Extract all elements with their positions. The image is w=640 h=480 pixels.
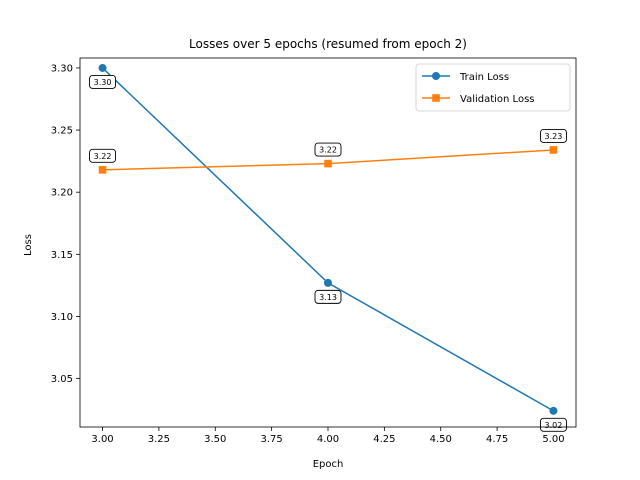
data-label: 3.22 [94,152,112,161]
legend-box [415,63,571,112]
legend-marker [432,94,440,102]
series-validation-loss: 3.22 3.22 3.23 [89,128,567,174]
data-label: 3.22 [319,146,337,155]
legend: Train Loss Validation Loss [415,63,571,112]
plot-area: 3.00 3.25 3.50 3.75 4.00 4.25 4.50 4.75 5.00 3.05… [51,57,577,445]
data-label: 3.30 [94,78,112,87]
data-label-box [314,289,342,304]
data-point [324,159,332,168]
legend-entry: Validation Loss [422,94,535,105]
legend-marker [432,72,440,80]
x-tick-label: 3.00 [91,434,113,445]
y-tick-label: 3.10 [51,312,73,323]
y-tick-label: 3.30 [51,63,73,74]
x-tick-label: 4.50 [430,434,452,445]
data-label-box [89,148,116,163]
x-tick-label: 5.00 [542,434,564,445]
data-label: 3.13 [319,293,337,302]
x-tick-label: 4.75 [486,434,508,445]
y-tick-label: 3.05 [51,374,73,385]
chart-title: Losses over 5 epochs (resumed from epoch… [189,37,467,51]
y-tick-label: 3.20 [51,188,73,199]
data-label: 3.02 [545,421,563,430]
data-point [324,278,332,287]
data-point [98,63,107,72]
x-axis-label: Epoch [313,459,344,470]
axes-frame [79,57,577,428]
series-train-loss: 3.30 3.13 3.02 [89,63,567,432]
y-axis-label: Loss [23,234,34,256]
legend-label: Train Loss [459,72,509,83]
x-tick-label: 4.00 [317,434,339,445]
data-label-box [540,128,567,143]
y-tick-label: 3.25 [51,126,73,137]
data-label-box [89,74,116,89]
data-point [549,146,558,154]
legend-label: Validation Loss [460,94,535,105]
legend-entry: Train Loss [422,72,509,83]
data-label-box [314,142,342,157]
x-tick-label: 3.75 [261,434,283,445]
data-point [549,406,558,415]
data-label: 3.23 [545,132,563,141]
y-tick-label: 3.15 [51,250,73,261]
data-point [98,166,107,174]
x-tick-label: 3.50 [204,434,226,445]
x-tick-label: 4.25 [373,434,395,445]
x-tick-label: 3.25 [148,434,170,445]
data-label-box [540,417,567,432]
